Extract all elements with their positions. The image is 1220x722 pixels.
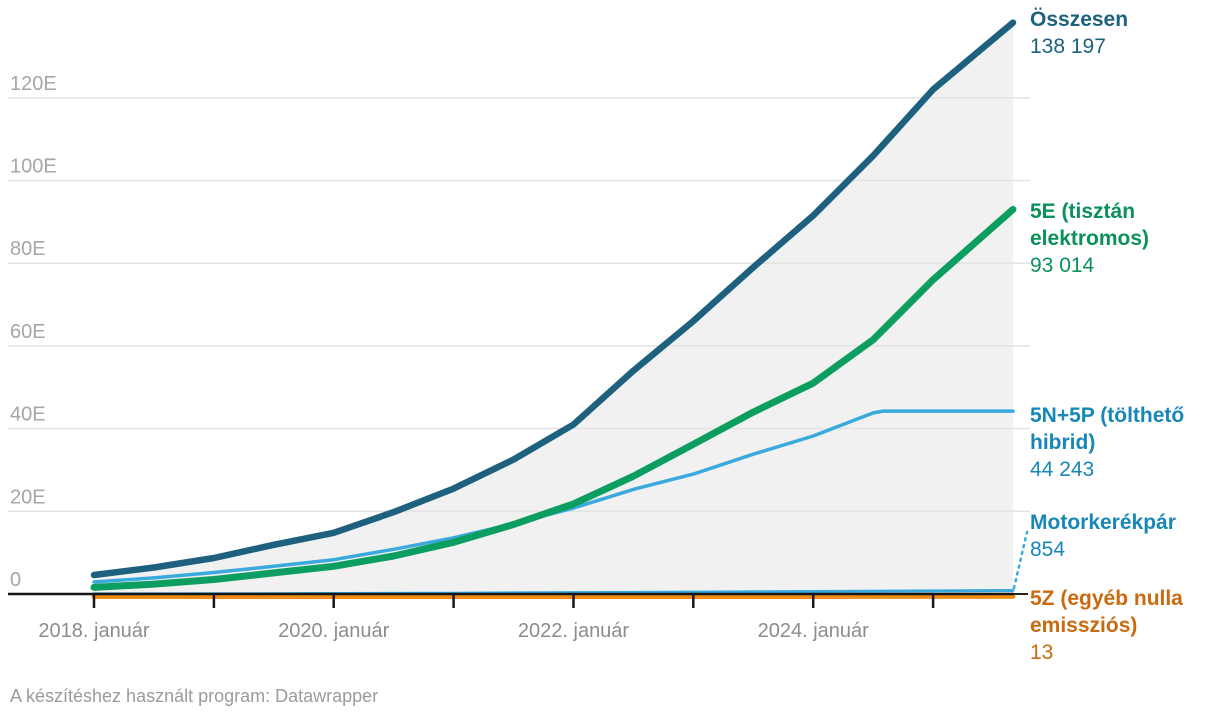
- x-tick-label: 2024. január: [758, 620, 870, 642]
- y-tick-label: 0: [10, 569, 21, 591]
- x-tick-label: 2020. január: [278, 620, 390, 642]
- y-tick-label: 40E: [10, 404, 46, 426]
- area-osszesen: [94, 22, 1013, 595]
- y-tick-label: 120E: [10, 73, 57, 95]
- series-label-value: 13: [1030, 641, 1054, 664]
- y-tick-label: 60E: [10, 321, 46, 343]
- series-label-value: 44 243: [1030, 458, 1095, 481]
- series-label-value: 854: [1030, 538, 1066, 561]
- series-label-value: 93 014: [1030, 254, 1095, 277]
- line-5n5p: [92, 409, 1015, 584]
- y-tick-label: 100E: [10, 156, 57, 178]
- series-label-title: hibrid): [1030, 431, 1096, 454]
- series-label-5z: 5Z (egyéb nulla emissziós) 13: [1030, 585, 1218, 666]
- series-label-title: Motorkerékpár: [1030, 511, 1176, 534]
- series-label-title: emissziós): [1030, 614, 1138, 637]
- line-5e: [90, 205, 1017, 591]
- series-label-5e: 5E (tisztán elektromos) 93 014: [1030, 198, 1218, 279]
- series-label-osszesen: Összesen 138 197: [1030, 6, 1218, 60]
- footer-credit: A készítéshez használt program: Datawrap…: [10, 686, 379, 706]
- series-label-title: Összesen: [1030, 8, 1129, 31]
- y-tick-label: 80E: [10, 238, 46, 260]
- series-label-value: 138 197: [1030, 35, 1106, 58]
- series-label-title: 5E (tisztán: [1030, 200, 1136, 223]
- series-label-5n5p: 5N+5P (tölthető hibrid) 44 243: [1030, 402, 1218, 483]
- x-tick-label: 2022. január: [518, 620, 630, 642]
- line-osszesen: [90, 19, 1017, 579]
- y-tick-label: 20E: [10, 486, 46, 508]
- series-label-motorkerekpar: Motorkerékpár 854: [1030, 509, 1218, 563]
- x-tick-label: 2018. január: [38, 620, 150, 642]
- series-label-title: 5N+5P (tölthető: [1030, 404, 1185, 427]
- leader-motorkerekpar: [1012, 530, 1029, 590]
- series-label-title: elektromos): [1030, 227, 1150, 250]
- series-label-title: 5Z (egyéb nulla: [1030, 587, 1183, 610]
